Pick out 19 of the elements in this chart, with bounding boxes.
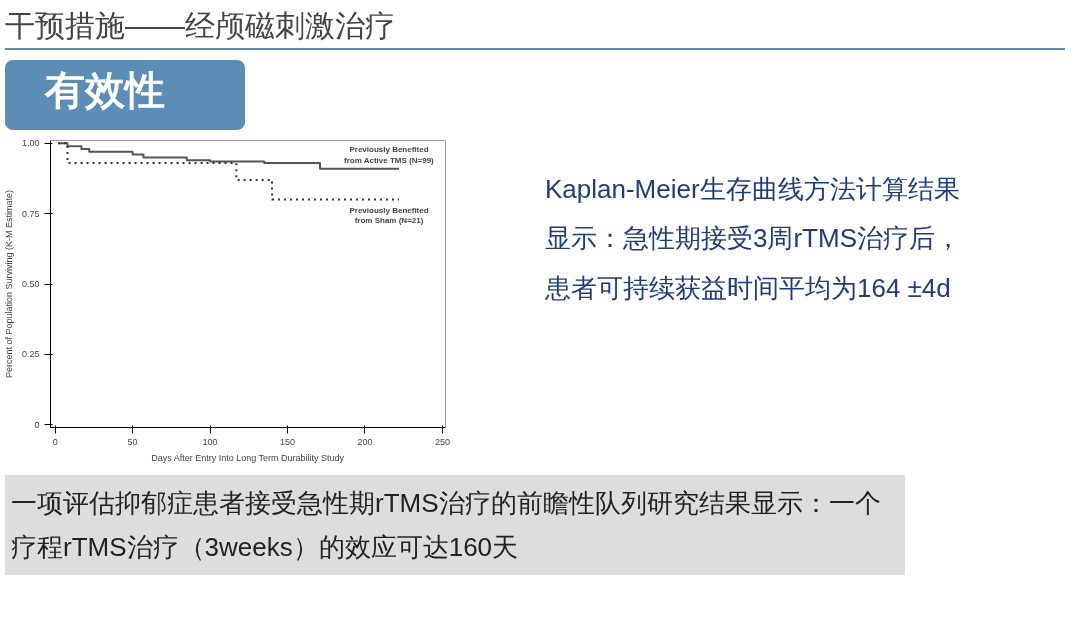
x-tick-label: 0 bbox=[52, 436, 58, 447]
text: 一项评估抑郁症患者接受急性期rTMS治疗的前瞻性队列研究结果显示：一个疗程rTMS治疗（3weeks）的效应可达160天 bbox=[11, 487, 882, 565]
x-tick-label: 50 bbox=[127, 436, 138, 447]
chart-subtitle: 有效性 bbox=[45, 67, 165, 114]
x-tick-label: 150 bbox=[279, 436, 296, 447]
y-axis-title: Percent of Population Surviving (K-M Estimate) bbox=[3, 189, 14, 379]
y-tick-label: 0.75 bbox=[21, 208, 40, 219]
x-tick-label: 250 bbox=[434, 436, 450, 447]
y-tick-label: 0.25 bbox=[21, 349, 40, 360]
series-label: Previously Benefited from Active TMS (N=99) bbox=[344, 144, 435, 165]
y-tick-label: 0 bbox=[34, 419, 40, 430]
series-label: Previously Benefited from Sham (N=21) bbox=[349, 205, 429, 226]
x-tick-label: 100 bbox=[202, 436, 218, 447]
y-tick-label: 0.50 bbox=[21, 279, 40, 289]
x-axis-title: Days After Entry Into Long Term Durability Study bbox=[151, 452, 345, 463]
chart-title: 干预措施——经颅磁刺激治疗 bbox=[5, 8, 395, 44]
text: Kaplan-Meier生存曲线方法计算结果显示：急性期接受3周rTMS治疗后，患者可持续获益时间平均为164 ±4d bbox=[545, 173, 962, 305]
x-tick-label: 200 bbox=[357, 436, 373, 447]
y-tick-label: 1.00 bbox=[21, 138, 40, 149]
